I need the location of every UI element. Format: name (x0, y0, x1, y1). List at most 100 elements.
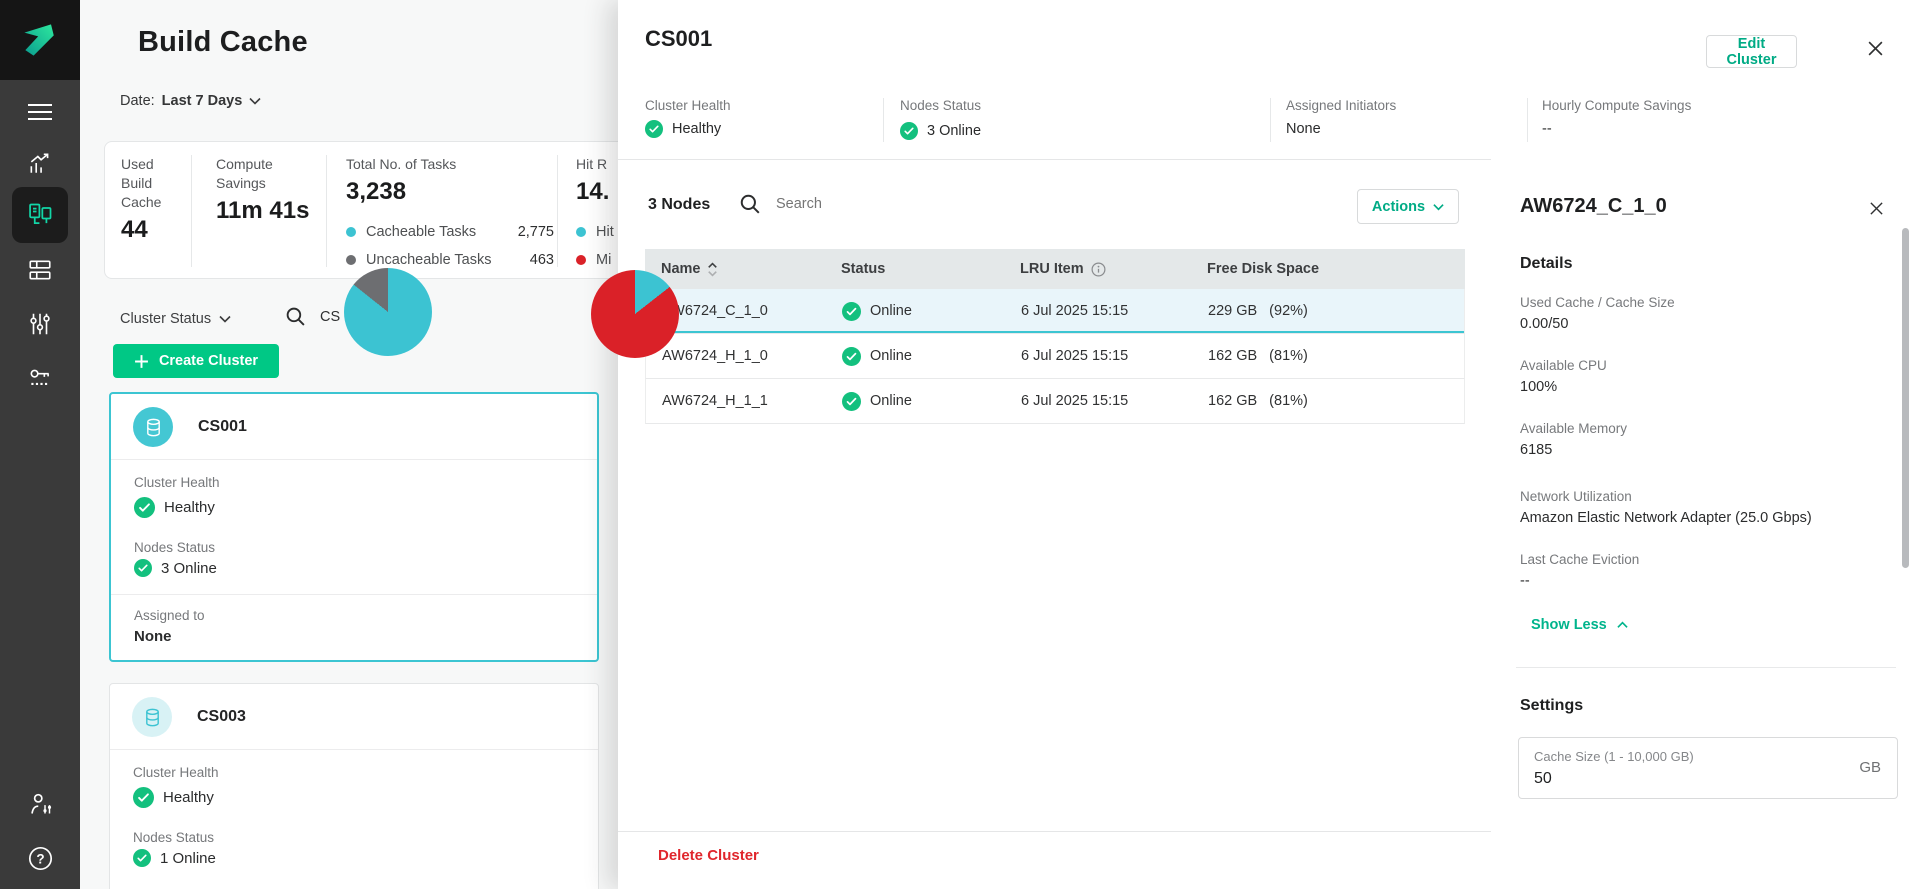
detail-field-network-utilization: Network Utilization Amazon Elastic Netwo… (1520, 489, 1812, 526)
check-icon (900, 122, 918, 140)
nodes-status-value: 1 Online (160, 849, 216, 867)
cluster-health-status: Healthy (133, 787, 214, 808)
edit-cluster-button[interactable]: Edit Cluster (1706, 35, 1797, 68)
node-name: AW6724_H_1_0 (662, 348, 768, 364)
node-status: Online (870, 393, 912, 409)
check-icon (842, 301, 861, 321)
stat-label: Assigned Initiators (1286, 98, 1397, 113)
build-cache-panel: Build Cache Date: Last 7 Days Used Build… (80, 0, 679, 889)
hit-rate-value: 14. (576, 177, 610, 205)
node-row[interactable]: AW6724_H_1_1 Online 6 Jul 2025 15:15 162… (645, 379, 1465, 424)
show-less-button[interactable]: Show Less (1531, 617, 1628, 633)
hit-label: Hit (596, 224, 614, 240)
cache-size-input[interactable] (1534, 770, 1784, 788)
cache-size-field: Cache Size (1 - 10,000 GB) GB (1518, 737, 1898, 799)
cluster-card-cs001[interactable]: CS001 Cluster Health Healthy Nodes Statu… (109, 392, 599, 662)
header-stat-hourly-compute-savings: Hourly Compute Savings -- (1542, 98, 1691, 137)
node-lru: 6 Jul 2025 15:15 (1021, 393, 1129, 409)
nodes-search-input[interactable] (774, 195, 904, 213)
legend-miss: Mi (576, 252, 656, 268)
stat-value-row: 3 Online (900, 122, 981, 140)
stat-label: Cluster Health (645, 98, 731, 113)
nodes-table-header: Name Status LRU Item Free Disk Space (645, 249, 1465, 289)
sidebar-item-help[interactable]: ? (0, 836, 80, 880)
search-icon[interactable] (739, 193, 761, 215)
stat-label: Nodes Status (900, 98, 982, 113)
node-disk: 229 GB (1208, 303, 1258, 319)
sort-icon (707, 261, 717, 277)
divider (618, 159, 1491, 160)
cluster-status-filter[interactable]: Cluster Status (120, 311, 231, 327)
cluster-avatar (132, 697, 172, 737)
cluster-card-header: CS003 (132, 697, 246, 737)
stat-label: Hourly Compute Savings (1542, 98, 1692, 113)
check-icon (133, 849, 151, 867)
info-icon (1091, 262, 1106, 276)
cluster-avatar (133, 407, 173, 447)
create-cluster-button[interactable]: Create Cluster (113, 344, 279, 378)
check-icon (134, 497, 155, 518)
menu-button[interactable] (0, 90, 80, 134)
cluster-status-filter-label: Cluster Status (120, 311, 212, 327)
scrollbar-thumb[interactable] (1902, 228, 1909, 568)
divider (191, 155, 192, 267)
chevron-down-icon (219, 315, 231, 323)
node-status: Online (870, 348, 912, 364)
cluster-health-label: Cluster Health (133, 765, 219, 780)
compute-savings-stat: Compute Savings 11m 41s (216, 155, 316, 225)
cluster-health-label: Cluster Health (134, 475, 220, 490)
node-disk: 162 GB (1208, 393, 1258, 409)
column-header-disk[interactable]: Free Disk Space (1207, 261, 1457, 277)
legend-uncacheable: Uncacheable Tasks 463 (346, 252, 554, 268)
cluster-card-cs003[interactable]: CS003 Cluster Health Healthy Nodes Statu… (109, 683, 599, 889)
nodes-status-value: 3 Online (161, 559, 217, 577)
node-status: Online (870, 303, 912, 319)
actions-button[interactable]: Actions (1357, 189, 1459, 224)
hit-rate-label: Hit R (576, 156, 608, 172)
total-tasks-value: 3,238 (346, 177, 407, 205)
used-build-cache-label: Used Build Cache (121, 156, 162, 210)
sidebar-item-settings[interactable] (0, 302, 80, 346)
uncacheable-dot (346, 255, 356, 265)
column-label: Name (661, 261, 701, 277)
cluster-health-value: Healthy (163, 789, 214, 806)
brand-logo[interactable] (0, 0, 80, 80)
search-icon[interactable] (285, 306, 306, 327)
cluster-name: CS003 (197, 708, 246, 725)
column-header-name[interactable]: Name (645, 261, 841, 277)
close-panel-button[interactable] (1861, 34, 1889, 62)
column-header-status[interactable]: Status (841, 261, 1020, 277)
used-build-cache-value: 44 (121, 215, 148, 243)
column-header-lru[interactable]: LRU Item (1020, 261, 1207, 277)
date-filter[interactable]: Date: Last 7 Days (120, 93, 261, 109)
stat-value-row: Healthy (645, 120, 731, 138)
delete-cluster-button[interactable]: Delete Cluster (658, 847, 759, 864)
uncacheable-label: Uncacheable Tasks (366, 252, 492, 268)
layouts-icon (29, 260, 51, 280)
create-cluster-label: Create Cluster (158, 353, 259, 369)
detail-field-last-cache-eviction: Last Cache Eviction -- (1520, 552, 1639, 589)
stats-card: Used Build Cache 44 Compute Savings 11m … (104, 141, 664, 279)
actions-label: Actions (1371, 198, 1426, 215)
node-row[interactable]: AW6724_H_1_0 Online 6 Jul 2025 15:15 162… (645, 334, 1465, 379)
node-lru: 6 Jul 2025 15:15 (1021, 303, 1129, 319)
field-label: Used Cache / Cache Size (1520, 295, 1675, 310)
legend-hit: Hit (576, 224, 656, 240)
hit-dot (576, 227, 586, 237)
column-label: Status (841, 261, 886, 277)
total-tasks-label: Total No. of Tasks (346, 156, 457, 172)
sidebar-item-build-cache[interactable] (12, 187, 68, 243)
miss-label: Mi (596, 252, 612, 268)
column-label: LRU Item (1020, 261, 1084, 277)
sidebar-item-layouts[interactable] (0, 248, 80, 292)
sidebar-item-api-keys[interactable] (0, 356, 80, 400)
hit-rate-pie-chart (591, 270, 679, 358)
sidebar-item-analytics[interactable] (0, 141, 80, 185)
close-node-detail-button[interactable] (1863, 195, 1889, 221)
field-value: Amazon Elastic Network Adapter (25.0 Gbp… (1520, 510, 1812, 526)
edit-cluster-label: Edit Cluster (1726, 35, 1777, 68)
cluster-panel-title: CS001 (645, 26, 713, 51)
node-row[interactable]: AW6724_C_1_0 Online 6 Jul 2025 15:15 229… (645, 289, 1465, 334)
nodes-status-value-row: 3 Online (134, 559, 217, 577)
sidebar-item-user-settings[interactable] (0, 782, 80, 826)
